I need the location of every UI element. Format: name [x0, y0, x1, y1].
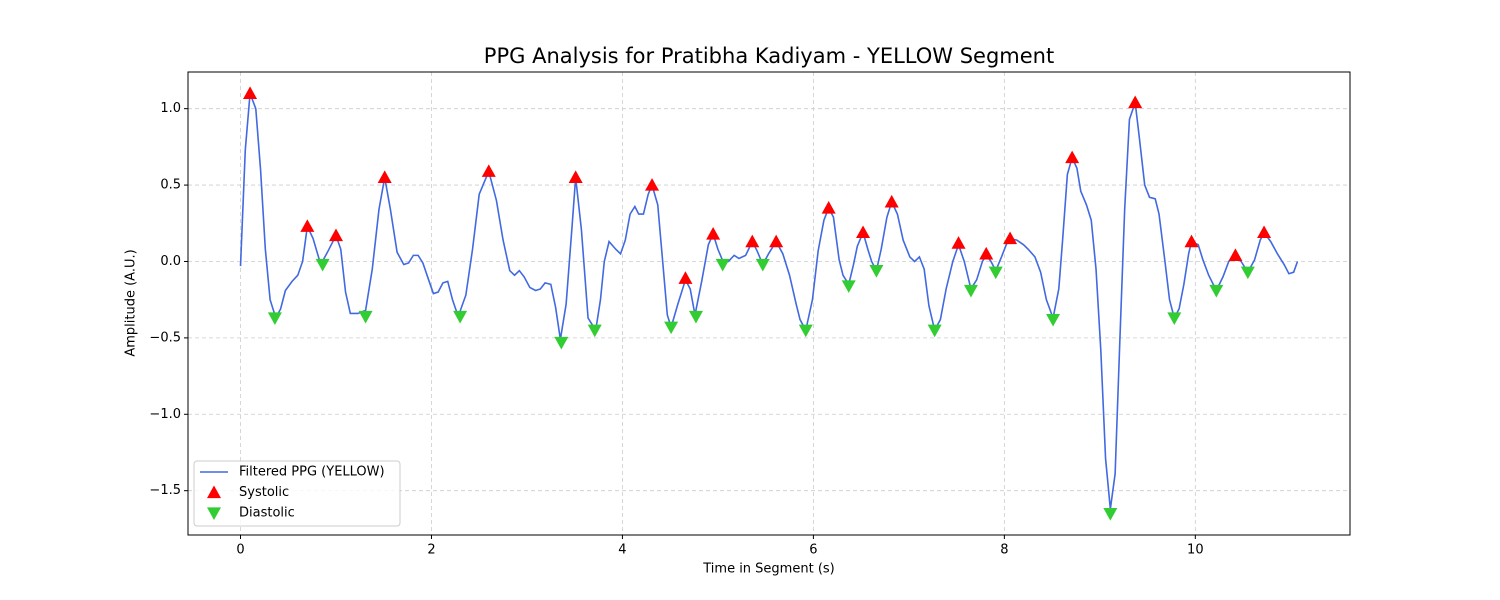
systolic-marker	[300, 219, 315, 232]
diastolic-marker	[587, 324, 602, 338]
diastolic-marker	[715, 258, 730, 272]
diastolic-marker	[798, 324, 813, 338]
y-tick-label: −0.5	[149, 330, 181, 345]
legend-label: Filtered PPG (YELLOW)	[239, 465, 385, 480]
diastolic-marker	[927, 324, 942, 338]
systolic-marker	[1228, 248, 1243, 261]
systolic-marker	[328, 228, 343, 242]
diastolic-marker	[267, 312, 282, 326]
diastolic-marker	[1103, 508, 1118, 521]
diastolic-marker	[1167, 312, 1182, 326]
systolic-marker	[884, 194, 899, 208]
legend-label: Diastolic	[239, 506, 295, 521]
diastolic-marker	[1046, 313, 1061, 327]
plot-frame	[187, 71, 1351, 536]
ppg-line	[239, 93, 1299, 510]
systolic-marker	[979, 246, 994, 260]
systolic-marker	[1128, 95, 1143, 109]
systolic-marker	[1003, 231, 1018, 245]
y-tick-label: −1.0	[149, 407, 181, 422]
x-tick-label: 8	[1000, 543, 1008, 558]
legend-label: Systolic	[239, 485, 289, 500]
diastolic-marker	[1240, 266, 1255, 280]
systolic-marker	[678, 271, 693, 284]
x-tick-label: 4	[618, 543, 626, 558]
systolic-marker	[1257, 225, 1272, 239]
systolic-marker	[481, 164, 496, 177]
diastolic-marker	[1209, 284, 1224, 298]
legend-box	[193, 460, 401, 527]
diastolic-marker	[869, 265, 884, 278]
systolic-marker	[745, 234, 760, 248]
diastolic-marker	[554, 336, 569, 350]
x-axis-label: Time in Segment (s)	[702, 562, 834, 577]
y-axis-label: Amplitude (A.U.)	[124, 249, 139, 356]
diastolic-marker	[453, 310, 468, 324]
y-tick-label: −1.5	[149, 483, 181, 498]
diastolic-marker	[988, 266, 1003, 280]
systolic-marker	[1065, 150, 1080, 164]
diastolic-marker	[688, 310, 703, 324]
systolic-marker	[243, 86, 258, 99]
diastolic-marker	[755, 258, 770, 272]
x-tick-label: 0	[236, 543, 244, 558]
chart-title: PPG Analysis for Pratibha Kadiyam - YELL…	[484, 44, 1054, 68]
y-tick-label: 0.0	[160, 254, 181, 269]
systolic-marker	[568, 170, 583, 184]
systolic-marker	[377, 170, 392, 184]
x-tick-label: 6	[809, 543, 817, 558]
legend-marker	[207, 485, 221, 499]
systolic-marker	[951, 236, 966, 249]
systolic-marker	[1184, 234, 1199, 248]
systolic-marker	[706, 226, 721, 240]
diastolic-marker	[315, 258, 330, 272]
diastolic-marker	[963, 284, 978, 298]
systolic-marker	[856, 225, 871, 239]
systolic-marker	[645, 178, 660, 191]
x-tick-label: 2	[427, 543, 435, 558]
x-tick-label: 10	[1187, 543, 1204, 558]
systolic-marker	[821, 200, 836, 214]
diastolic-marker	[664, 321, 679, 335]
diastolic-marker	[841, 280, 856, 293]
diastolic-marker	[358, 310, 373, 324]
legend-marker	[207, 507, 221, 520]
systolic-marker	[769, 234, 784, 248]
y-tick-label: 0.5	[160, 178, 181, 193]
y-tick-label: 1.0	[160, 101, 181, 116]
